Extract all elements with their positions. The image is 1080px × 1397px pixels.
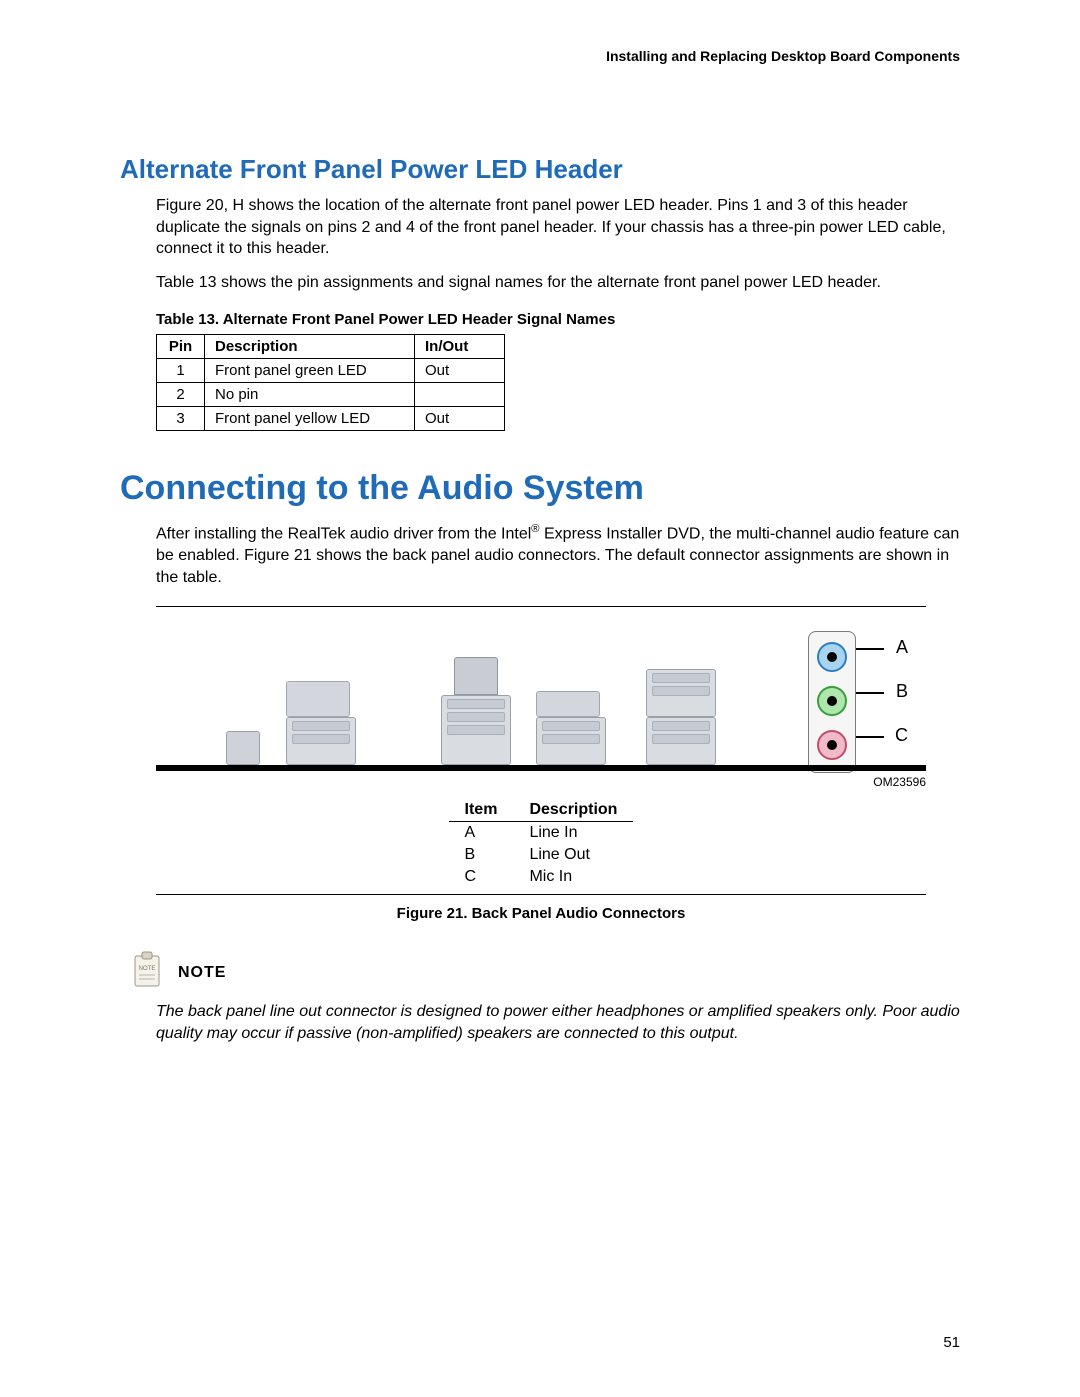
mic-in-jack-icon <box>817 730 847 760</box>
line-out-jack-icon <box>817 686 847 716</box>
table13: Pin Description In/Out 1 Front panel gre… <box>156 334 505 431</box>
table-row: CMic In <box>449 866 634 888</box>
table-row: ALine In <box>449 822 634 845</box>
running-head: Installing and Replacing Desktop Board C… <box>120 48 960 64</box>
table-row: 1 Front panel green LED Out <box>157 359 505 383</box>
para-led-2: Table 13 shows the pin assignments and s… <box>156 272 960 294</box>
table13-caption: Table 13. Alternate Front Panel Power LE… <box>156 311 960 328</box>
note-block: NOTE NOTE <box>130 950 960 995</box>
note-body: The back panel line out connector is des… <box>156 1001 960 1044</box>
vga-port-icon <box>286 681 350 717</box>
table-row: 2 No pin <box>157 383 505 407</box>
svg-text:NOTE: NOTE <box>139 966 156 972</box>
usb-stack-icon <box>441 695 511 765</box>
note-icon: NOTE <box>130 950 164 995</box>
usb-stack-icon <box>536 717 606 765</box>
note-title: NOTE <box>178 964 226 982</box>
lan-port-icon <box>454 657 498 695</box>
figure21-caption: Figure 21. Back Panel Audio Connectors <box>156 905 926 922</box>
hdmi-port-icon <box>536 691 600 717</box>
section-title-audio: Connecting to the Audio System <box>120 469 960 508</box>
table13-col-inout: In/Out <box>415 335 505 359</box>
callout-b: B <box>896 681 908 702</box>
usb-stack-icon <box>646 669 716 717</box>
callout-a: A <box>896 637 908 658</box>
table13-col-desc: Description <box>205 335 415 359</box>
ps2-port-icon <box>226 731 260 765</box>
audio-panel <box>808 631 856 773</box>
table-row: 3 Front panel yellow LED Out <box>157 407 505 431</box>
usb-stack-icon <box>646 717 716 765</box>
figure21: A B C OM23596 Item Description ALine In … <box>156 606 926 922</box>
para-led-1: Figure 20, H shows the location of the a… <box>156 195 960 260</box>
usb-stack-icon <box>286 717 356 765</box>
registered-icon: ® <box>531 523 539 535</box>
callout-c: C <box>895 725 908 746</box>
page-number: 51 <box>943 1334 960 1351</box>
figure21-item-table: Item Description ALine In BLine Out CMic… <box>449 799 634 888</box>
figure-om-id: OM23596 <box>873 775 926 789</box>
para-audio-1: After installing the RealTek audio drive… <box>156 522 960 588</box>
back-panel-diagram: A B C OM23596 <box>156 619 926 789</box>
table-row: BLine Out <box>449 844 634 866</box>
baseline <box>156 765 926 771</box>
table13-col-pin: Pin <box>157 335 205 359</box>
section-title-led-header: Alternate Front Panel Power LED Header <box>120 154 960 185</box>
line-in-jack-icon <box>817 642 847 672</box>
